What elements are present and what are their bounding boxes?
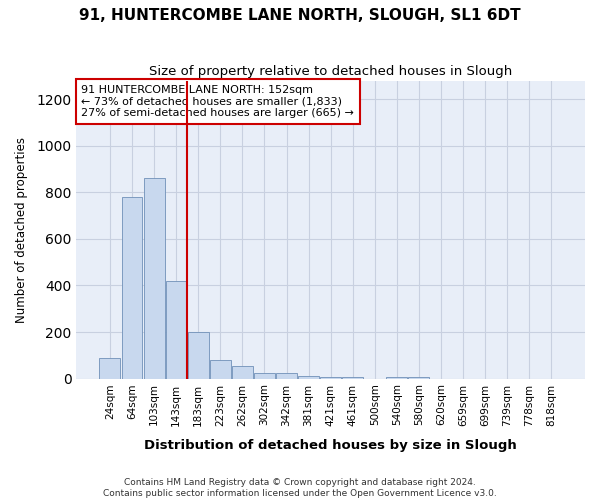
- Title: Size of property relative to detached houses in Slough: Size of property relative to detached ho…: [149, 65, 512, 78]
- Bar: [298, 376, 319, 378]
- Text: 91, HUNTERCOMBE LANE NORTH, SLOUGH, SL1 6DT: 91, HUNTERCOMBE LANE NORTH, SLOUGH, SL1 …: [79, 8, 521, 22]
- Bar: [254, 373, 275, 378]
- Bar: [232, 366, 253, 378]
- Bar: [143, 178, 164, 378]
- X-axis label: Distribution of detached houses by size in Slough: Distribution of detached houses by size …: [144, 440, 517, 452]
- Bar: [188, 332, 209, 378]
- Text: Contains HM Land Registry data © Crown copyright and database right 2024.
Contai: Contains HM Land Registry data © Crown c…: [103, 478, 497, 498]
- Bar: [122, 197, 142, 378]
- Bar: [166, 281, 187, 378]
- Bar: [100, 358, 121, 378]
- Bar: [210, 360, 231, 378]
- Text: 91 HUNTERCOMBE LANE NORTH: 152sqm
← 73% of detached houses are smaller (1,833)
2: 91 HUNTERCOMBE LANE NORTH: 152sqm ← 73% …: [82, 85, 354, 118]
- Bar: [276, 373, 297, 378]
- Y-axis label: Number of detached properties: Number of detached properties: [15, 136, 28, 322]
